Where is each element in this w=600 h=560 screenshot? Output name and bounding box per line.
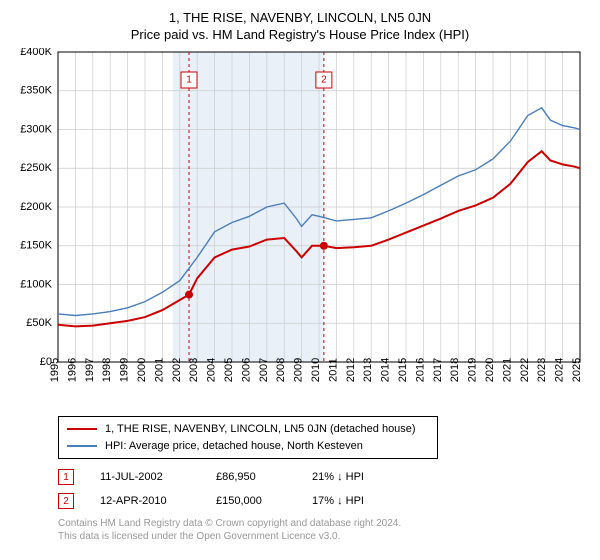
legend-label: 1, THE RISE, NAVENBY, LINCOLN, LN5 0JN (… (105, 421, 416, 438)
sale-price: £150,000 (216, 495, 286, 507)
footer-attribution: Contains HM Land Registry data © Crown c… (58, 517, 586, 543)
x-tick-label: 2002 (171, 358, 183, 382)
sale-row: 1 11-JUL-2002 £86,950 21% ↓ HPI (58, 469, 586, 485)
x-tick-label: 2021 (501, 358, 513, 382)
event-marker-label: 2 (321, 75, 327, 86)
y-tick-label: £150K (20, 240, 52, 252)
chart-area: £0£50K£100K£150K£200K£250K£300K£350K£400… (14, 48, 586, 408)
sale-marker: 2 (58, 493, 74, 509)
x-tick-label: 2023 (536, 358, 548, 382)
footer-line: Contains HM Land Registry data © Crown c… (58, 517, 586, 530)
legend: 1, THE RISE, NAVENBY, LINCOLN, LN5 0JN (… (58, 416, 438, 459)
sale-row: 2 12-APR-2010 £150,000 17% ↓ HPI (58, 493, 586, 509)
x-tick-label: 2020 (484, 358, 496, 382)
y-tick-label: £300K (20, 123, 52, 135)
sale-date: 11-JUL-2002 (100, 471, 190, 483)
x-tick-label: 1996 (66, 358, 78, 382)
x-tick-label: 2014 (380, 358, 392, 382)
y-tick-label: £200K (20, 201, 52, 213)
x-tick-label: 2007 (258, 358, 270, 382)
x-tick-label: 2015 (397, 358, 409, 382)
x-tick-label: 2018 (449, 358, 461, 382)
x-tick-label: 2013 (362, 358, 374, 382)
x-tick-label: 2016 (414, 358, 426, 382)
sales-table: 1 11-JUL-2002 £86,950 21% ↓ HPI 2 12-APR-2010… (58, 469, 586, 509)
sale-marker: 1 (58, 469, 74, 485)
x-tick-label: 2012 (345, 358, 357, 382)
x-tick-label: 2019 (467, 358, 479, 382)
sale-price: £86,950 (216, 471, 286, 483)
line-chart: £0£50K£100K£150K£200K£250K£300K£350K£400… (14, 48, 586, 408)
y-tick-label: £100K (20, 278, 52, 290)
x-tick-label: 2005 (223, 358, 235, 382)
sale-vs-hpi: 21% ↓ HPI (312, 471, 392, 483)
legend-swatch (67, 428, 97, 430)
x-tick-label: 2008 (275, 358, 287, 382)
x-tick-label: 2024 (554, 358, 566, 382)
x-tick-label: 1997 (84, 358, 96, 382)
legend-item: HPI: Average price, detached house, Nort… (67, 438, 429, 455)
y-tick-label: £350K (20, 85, 52, 97)
x-tick-label: 2000 (136, 358, 148, 382)
legend-swatch (67, 445, 97, 447)
x-tick-label: 2010 (310, 358, 322, 382)
sale-date: 12-APR-2010 (100, 495, 190, 507)
x-tick-label: 2006 (240, 358, 252, 382)
x-tick-label: 1998 (101, 358, 113, 382)
x-tick-label: 2017 (432, 358, 444, 382)
y-tick-label: £400K (20, 48, 52, 58)
x-tick-label: 2003 (188, 358, 200, 382)
y-tick-label: £50K (26, 317, 52, 329)
sale-marker-dot (320, 242, 328, 250)
x-tick-label: 2009 (293, 358, 305, 382)
y-tick-label: £250K (20, 162, 52, 174)
x-tick-label: 2004 (206, 358, 218, 382)
legend-label: HPI: Average price, detached house, Nort… (105, 438, 363, 455)
x-tick-label: 2022 (519, 358, 531, 382)
x-tick-label: 1999 (119, 358, 131, 382)
x-tick-label: 2025 (571, 358, 583, 382)
chart-container: 1, THE RISE, NAVENBY, LINCOLN, LN5 0JN P… (0, 0, 600, 560)
page-title: 1, THE RISE, NAVENBY, LINCOLN, LN5 0JN (14, 10, 586, 25)
sale-vs-hpi: 17% ↓ HPI (312, 495, 392, 507)
x-tick-label: 2001 (153, 358, 165, 382)
x-tick-label: 1995 (49, 358, 61, 382)
sale-marker-dot (185, 291, 193, 299)
legend-item: 1, THE RISE, NAVENBY, LINCOLN, LN5 0JN (… (67, 421, 429, 438)
page-subtitle: Price paid vs. HM Land Registry's House … (14, 27, 586, 42)
event-marker-label: 1 (186, 75, 192, 86)
footer-line: This data is licensed under the Open Gov… (58, 530, 586, 543)
